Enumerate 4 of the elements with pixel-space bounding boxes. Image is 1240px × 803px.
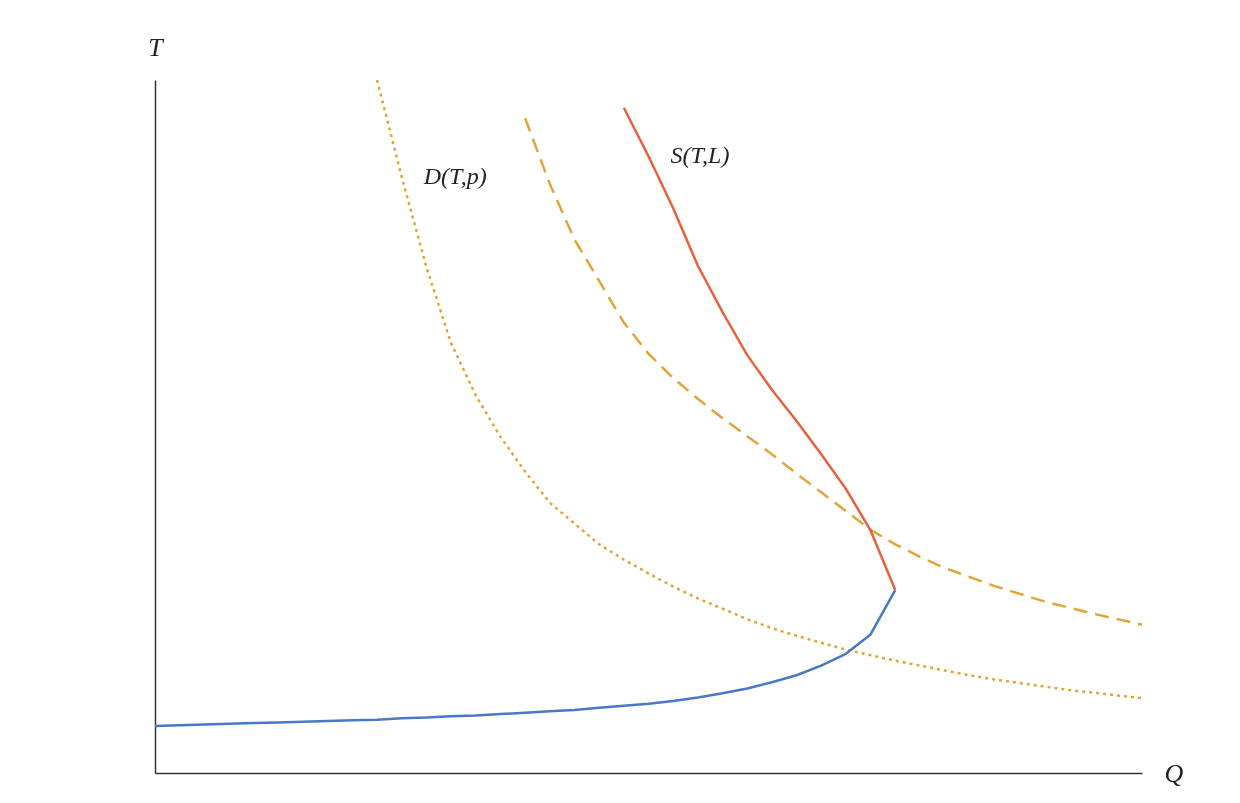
series-label: S(T,L) [670,142,730,169]
x-axis-title: Q [1164,758,1184,788]
series-label: D(T,p) [422,163,487,190]
y-axis-title: T [148,32,165,62]
